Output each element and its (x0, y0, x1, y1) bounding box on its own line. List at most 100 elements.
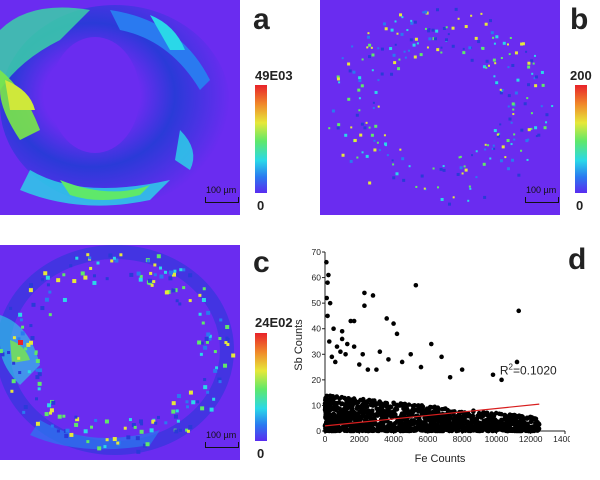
speckle (442, 168, 446, 172)
speckle (535, 135, 538, 138)
data-point (459, 367, 465, 372)
speckle (69, 264, 73, 268)
speckle (341, 153, 345, 157)
speckle (508, 53, 511, 56)
speckle (395, 172, 399, 176)
data-point (381, 402, 387, 408)
fit-line (324, 403, 540, 427)
speckle (358, 97, 361, 100)
speckle (217, 377, 222, 382)
data-point (391, 400, 396, 406)
speckle (537, 133, 541, 137)
speckle (471, 154, 474, 157)
data-point (503, 421, 509, 426)
speckle (104, 419, 109, 424)
data-point (368, 415, 374, 421)
speckle (88, 256, 92, 260)
speckle (145, 442, 150, 447)
speckle (352, 70, 356, 74)
speckle (186, 429, 190, 433)
speckle (363, 126, 367, 130)
speckle (433, 37, 437, 41)
data-point (511, 412, 517, 418)
speckle (487, 64, 490, 67)
data-point (351, 396, 357, 401)
colorbar-max: 200 (570, 68, 592, 83)
data-point (423, 421, 428, 426)
speckle (191, 400, 196, 405)
speckle (208, 337, 212, 341)
speckle (35, 421, 40, 426)
data-point (492, 417, 498, 422)
speckle (527, 61, 531, 65)
data-point (364, 399, 370, 404)
speckle (440, 51, 443, 54)
data-point (348, 427, 354, 432)
speckle (535, 75, 539, 79)
speckle (390, 72, 394, 76)
speckle (178, 302, 182, 306)
speckle (219, 318, 223, 322)
speckle (28, 288, 33, 293)
speckle (499, 88, 502, 91)
speckle (171, 401, 176, 406)
speckle (62, 414, 66, 418)
speckle (133, 425, 137, 429)
speckle (34, 350, 38, 354)
data-point (355, 404, 360, 409)
speckle (461, 172, 464, 175)
speckle (110, 259, 114, 263)
speckle (344, 133, 348, 137)
speckle (510, 121, 513, 124)
speckle (493, 42, 496, 45)
data-point (407, 426, 413, 431)
speckle (29, 324, 33, 328)
speckle (507, 66, 510, 69)
speckle (200, 341, 204, 345)
speckle (463, 165, 466, 168)
speckle (392, 163, 395, 166)
data-point (439, 354, 444, 360)
speckle (64, 434, 69, 439)
speckle (485, 66, 488, 69)
data-point (495, 426, 501, 432)
data-point (365, 367, 371, 372)
speckle (480, 12, 483, 15)
data-point (351, 344, 357, 349)
colorbar-min: 0 (257, 446, 265, 461)
data-point (362, 290, 367, 296)
speckle (186, 405, 190, 409)
data-point (348, 400, 354, 405)
speckle (226, 342, 230, 346)
speckle (201, 321, 205, 325)
speckle (506, 167, 510, 171)
speckle (361, 58, 364, 61)
speckle (485, 59, 489, 63)
data-point (325, 427, 330, 432)
speckle (482, 162, 486, 166)
data-point (337, 410, 343, 416)
speckle (499, 91, 503, 95)
panel-letter: d (568, 243, 587, 276)
data-point (330, 397, 336, 403)
speckle (508, 117, 512, 121)
speckle (368, 181, 372, 185)
speckle (57, 414, 62, 419)
speckle (462, 47, 465, 50)
data-point (491, 413, 497, 419)
data-point (326, 339, 332, 344)
speckle (490, 31, 494, 35)
data-point (518, 420, 523, 426)
data-point (488, 422, 493, 428)
data-point (423, 427, 428, 433)
speckle (44, 412, 49, 417)
speckle (390, 28, 394, 32)
speckle (459, 155, 462, 158)
speckle (397, 67, 401, 71)
speckle (372, 107, 375, 110)
data-point (329, 354, 335, 360)
speckle (337, 123, 341, 127)
speckle (415, 185, 418, 188)
